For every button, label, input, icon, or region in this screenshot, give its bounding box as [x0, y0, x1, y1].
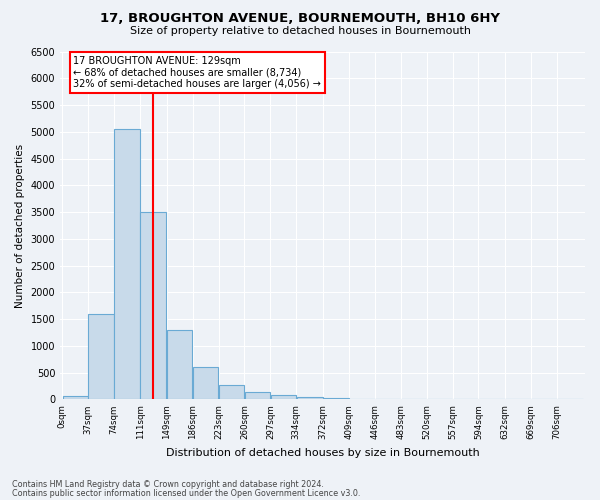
X-axis label: Distribution of detached houses by size in Bournemouth: Distribution of detached houses by size …: [166, 448, 479, 458]
Text: 17 BROUGHTON AVENUE: 129sqm
← 68% of detached houses are smaller (8,734)
32% of : 17 BROUGHTON AVENUE: 129sqm ← 68% of det…: [73, 56, 322, 89]
Bar: [245, 392, 270, 400]
Text: Contains public sector information licensed under the Open Government Licence v3: Contains public sector information licen…: [12, 488, 361, 498]
Bar: [115, 129, 140, 400]
Bar: [296, 397, 323, 400]
Bar: [219, 385, 244, 400]
Bar: [167, 330, 193, 400]
Bar: [271, 395, 296, 400]
Bar: [193, 368, 218, 400]
Bar: [323, 398, 349, 400]
Bar: [140, 212, 166, 400]
Text: Contains HM Land Registry data © Crown copyright and database right 2024.: Contains HM Land Registry data © Crown c…: [12, 480, 324, 489]
Bar: [88, 314, 114, 400]
Bar: [349, 399, 374, 400]
Text: Size of property relative to detached houses in Bournemouth: Size of property relative to detached ho…: [130, 26, 470, 36]
Y-axis label: Number of detached properties: Number of detached properties: [15, 144, 25, 308]
Bar: [62, 396, 88, 400]
Text: 17, BROUGHTON AVENUE, BOURNEMOUTH, BH10 6HY: 17, BROUGHTON AVENUE, BOURNEMOUTH, BH10 …: [100, 12, 500, 26]
